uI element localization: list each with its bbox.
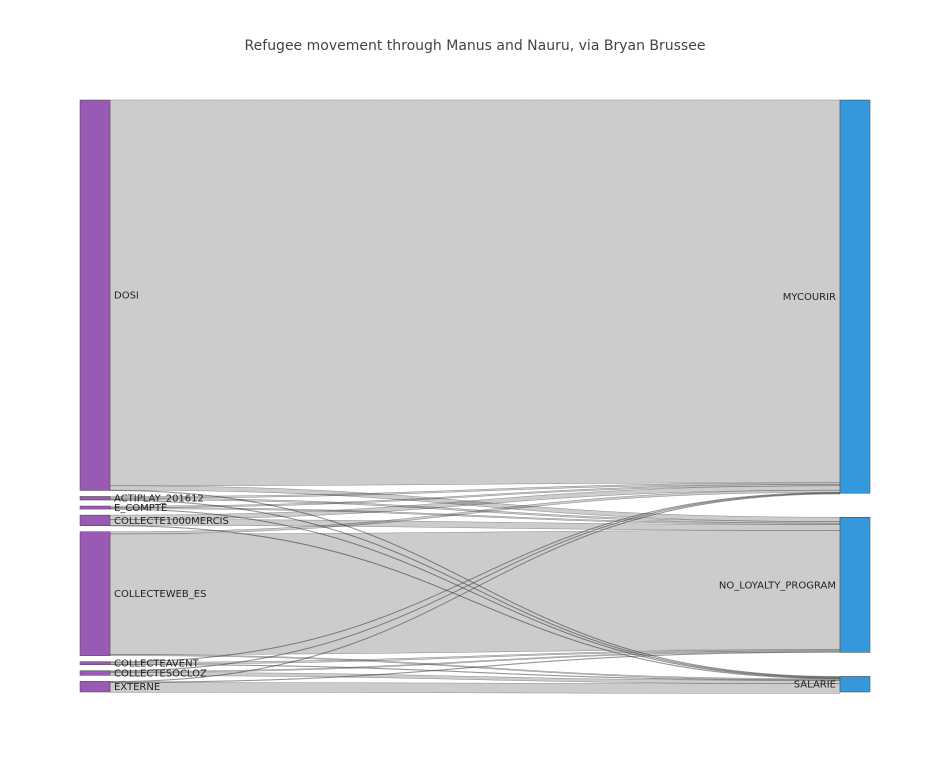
- sankey-node-label-mycourir: MYCOURIR: [783, 292, 836, 303]
- sankey-link-externe-to-salarie[interactable]: [109, 682, 841, 694]
- sankey-node-label-no_loyalty_program: NO_LOYALTY_PROGRAM: [719, 580, 836, 591]
- sankey-node-e_compte[interactable]: [79, 505, 111, 510]
- chart-title: Refugee movement through Manus and Nauru…: [245, 38, 706, 54]
- sankey-node-externe[interactable]: [79, 681, 111, 693]
- sankey-node-collectesocloz[interactable]: [79, 670, 111, 676]
- sankey-node-collecteweb_es[interactable]: [79, 531, 111, 656]
- sankey-node-collecte1000mercis[interactable]: [79, 514, 111, 526]
- sankey-node-dosi[interactable]: [79, 99, 111, 491]
- sankey-nodes: [79, 99, 871, 693]
- sankey-node-label-salarie: SALARIE: [794, 680, 836, 691]
- sankey-node-collecteavent[interactable]: [79, 661, 111, 665]
- sankey-node-label-externe: EXTERNE: [114, 682, 160, 693]
- sankey-node-salarie[interactable]: [839, 676, 871, 693]
- sankey-link-collecteweb_es-to-no_loyalty_program[interactable]: [109, 530, 841, 655]
- sankey-link-dosi-to-mycourir[interactable]: [109, 99, 841, 487]
- sankey-node-mycourir[interactable]: [839, 99, 871, 494]
- sankey-node-label-dosi: DOSI: [114, 291, 139, 302]
- sankey-node-actiplay_201612[interactable]: [79, 496, 111, 501]
- sankey-node-label-collecteweb_es: COLLECTEWEB_ES: [114, 589, 206, 600]
- sankey-node-label-collectesocloz: COLLECTESOCLOZ: [114, 669, 207, 680]
- sankey-link-externe-to-mycourir[interactable]: [109, 493, 841, 683]
- sankey-node-label-collecteavent: COLLECTEAVENT: [114, 659, 200, 670]
- sankey-links: [109, 99, 841, 694]
- sankey-node-label-collecte1000mercis: COLLECTE1000MERCIS: [114, 516, 229, 527]
- sankey-node-label-e_compte: E_COMPTE: [114, 503, 167, 514]
- sankey-node-no_loyalty_program[interactable]: [839, 516, 871, 653]
- sankey-node-label-actiplay_201612: ACTIPLAY_201612: [114, 494, 204, 505]
